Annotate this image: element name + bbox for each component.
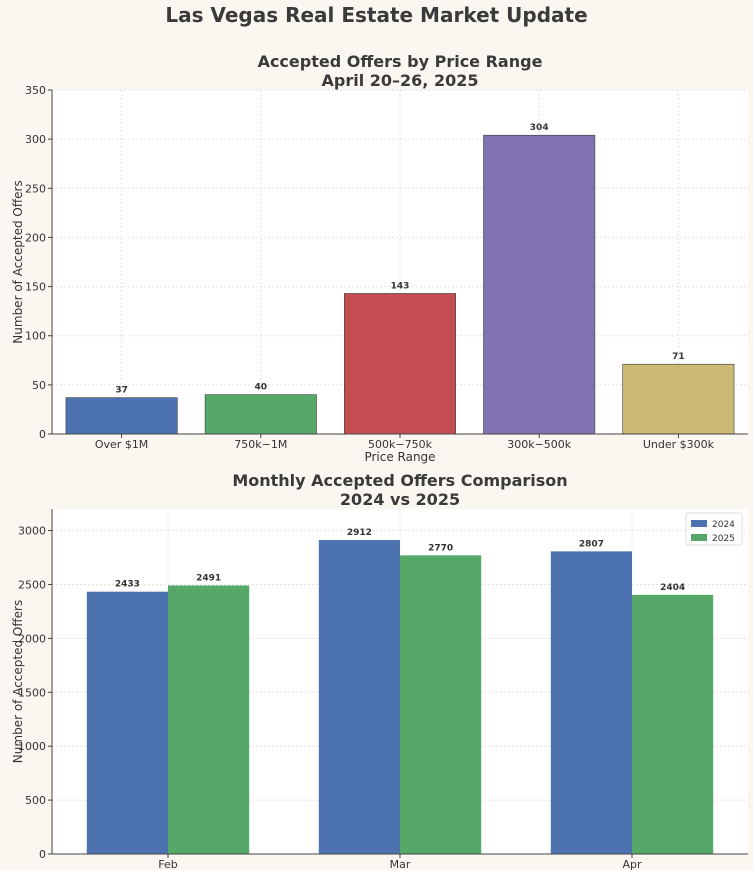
chart1-bar-value-label: 37: [115, 386, 128, 396]
chart2-ylabel: Number of Accepted Offers: [11, 600, 25, 763]
chart2-ytick-label: 1000: [18, 740, 46, 753]
chart2-legend-label: 2025: [712, 534, 735, 544]
chart2-bar-2024: [550, 551, 632, 854]
chart2-title: Monthly Accepted Offers Comparison 2024 …: [52, 471, 748, 509]
chart2-ytick-label: 0: [39, 848, 46, 861]
chart1-xlabel: Price Range: [364, 450, 435, 464]
chart1-bar: [622, 363, 735, 435]
chart2-legend-label: 2024: [712, 520, 735, 530]
chart1-xtick-label: Under $300k: [643, 438, 715, 451]
chart2-xtick-label: Apr: [622, 858, 642, 870]
chart2-xtick-label: Mar: [390, 858, 411, 870]
chart2-bar-value-label: 2491: [196, 573, 221, 583]
chart1-ytick-label: 100: [25, 330, 46, 343]
chart1-bar: [483, 134, 596, 435]
chart2-bar-2024: [318, 540, 400, 854]
chart2: 2433 2912 2807 2491 2770 2404 0 500 1000 1500 2000…: [11, 509, 748, 870]
chart1-ytick-label: 0: [39, 428, 46, 441]
chart1-title: Accepted Offers by Price Range April 20–…: [52, 52, 748, 90]
chart2-title-line: Monthly Accepted Offers Comparison: [232, 471, 568, 490]
chart1-bar-value-label: 304: [530, 123, 549, 133]
chart2-bar-value-label: 2912: [347, 528, 372, 538]
chart2-bar-value-label: 2770: [428, 543, 453, 553]
chart1-ytick-label: 50: [32, 379, 46, 392]
chart2-bar-value-label: 2433: [115, 580, 140, 590]
chart1-ytick-label: 300: [25, 133, 46, 146]
chart1-bar-value-label: 40: [255, 383, 268, 393]
chart2-bar-value-label: 2807: [579, 539, 604, 549]
chart1: 37 40 143 304 71 0 50 100 150 200 250 300 350 Over $1…: [11, 84, 748, 464]
chart1-xtick-label: Over $1M: [95, 438, 148, 451]
chart2-bar-2024: [86, 591, 168, 854]
chart2-bar-2025: [632, 594, 714, 854]
chart1-bar: [344, 293, 456, 435]
chart1-xtick-label: 500k−750k: [368, 438, 433, 451]
chart1-xtick-label: 750k−1M: [234, 438, 287, 451]
chart2-ytick-label: 2500: [18, 578, 46, 591]
chart1-ytick-label: 200: [25, 231, 46, 244]
chart1-title-line: Accepted Offers by Price Range: [257, 52, 543, 71]
chart1-xtick-label: 300k−500k: [507, 438, 572, 451]
chart2-ytick-label: 500: [25, 794, 46, 807]
chart1-bar: [65, 397, 178, 435]
chart2-ytick-label: 3000: [18, 525, 46, 538]
chart1-ytick-label: 250: [25, 182, 46, 195]
chart2-xtick-label: Feb: [158, 858, 177, 870]
chart1-subtitle-line: April 20–26, 2025: [321, 71, 479, 90]
chart2-legend: 2024 2025: [685, 512, 743, 546]
chart2-legend-swatch: [691, 534, 707, 541]
chart2-bar-2025: [400, 555, 482, 854]
chart2-subtitle-line: 2024 vs 2025: [339, 490, 461, 509]
chart2-ytick-label: 2000: [18, 632, 46, 645]
chart1-bar: [204, 394, 317, 435]
chart2-bar-2025: [168, 585, 250, 854]
chart1-bar-value-label: 71: [672, 352, 685, 362]
chart1-bar-value-label: 143: [391, 281, 410, 291]
chart2-bar-value-label: 2404: [660, 583, 685, 593]
chart2-ytick-label: 1500: [18, 686, 46, 699]
chart1-ylabel: Number of Accepted Offers: [11, 180, 25, 343]
chart1-ytick-label: 350: [25, 84, 46, 97]
chart1-ytick-label: 150: [25, 281, 46, 294]
chart2-legend-swatch: [691, 520, 707, 527]
page-title: Las Vegas Real Estate Market Update: [165, 3, 588, 27]
